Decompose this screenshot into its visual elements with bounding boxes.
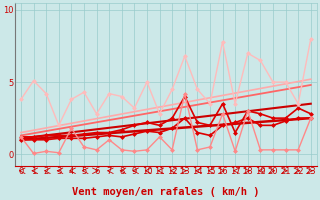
X-axis label: Vent moyen/en rafales ( km/h ): Vent moyen/en rafales ( km/h ) <box>72 187 260 197</box>
